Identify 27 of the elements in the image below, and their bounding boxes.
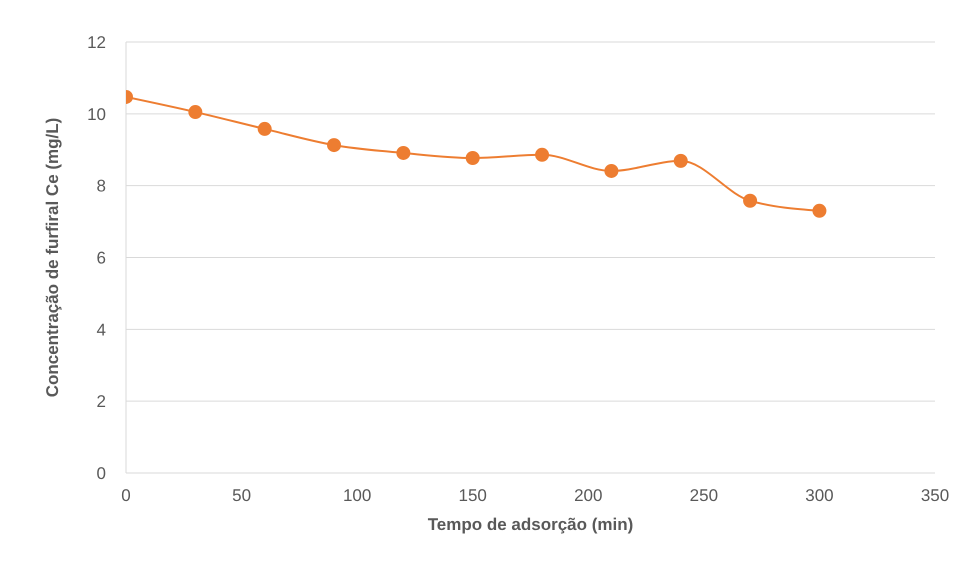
x-tick-label: 0: [121, 486, 131, 506]
y-tick-label: 6: [96, 248, 106, 268]
point: [258, 122, 272, 136]
point: [396, 146, 410, 160]
y-tick-label: 8: [96, 176, 106, 196]
x-tick-label: 250: [690, 486, 718, 506]
y-tick-label: 10: [87, 104, 106, 124]
x-tick-label: 50: [232, 486, 252, 506]
point: [327, 138, 342, 152]
point: [535, 148, 550, 162]
point: [743, 194, 758, 208]
x-axis-title: Tempo de adsorção (min): [428, 515, 634, 534]
point: [188, 105, 202, 120]
x-tick-label: 200: [574, 486, 602, 506]
x-tick-label: 300: [805, 486, 834, 506]
point: [466, 151, 480, 166]
point: [604, 164, 618, 178]
x-tick-label: 100: [342, 486, 372, 506]
y-axis-title: Concentração de furfiral Ce (mg/L): [43, 118, 62, 398]
y-tick-label: 0: [96, 464, 106, 484]
y-tick-label: 2: [96, 392, 106, 412]
y-tick-label: 12: [87, 33, 106, 52]
point: [812, 204, 826, 218]
point: [674, 154, 688, 168]
x-tick-label: 150: [458, 486, 487, 506]
y-tick-label: 4: [96, 320, 106, 340]
x-tick-label: 350: [920, 486, 950, 506]
